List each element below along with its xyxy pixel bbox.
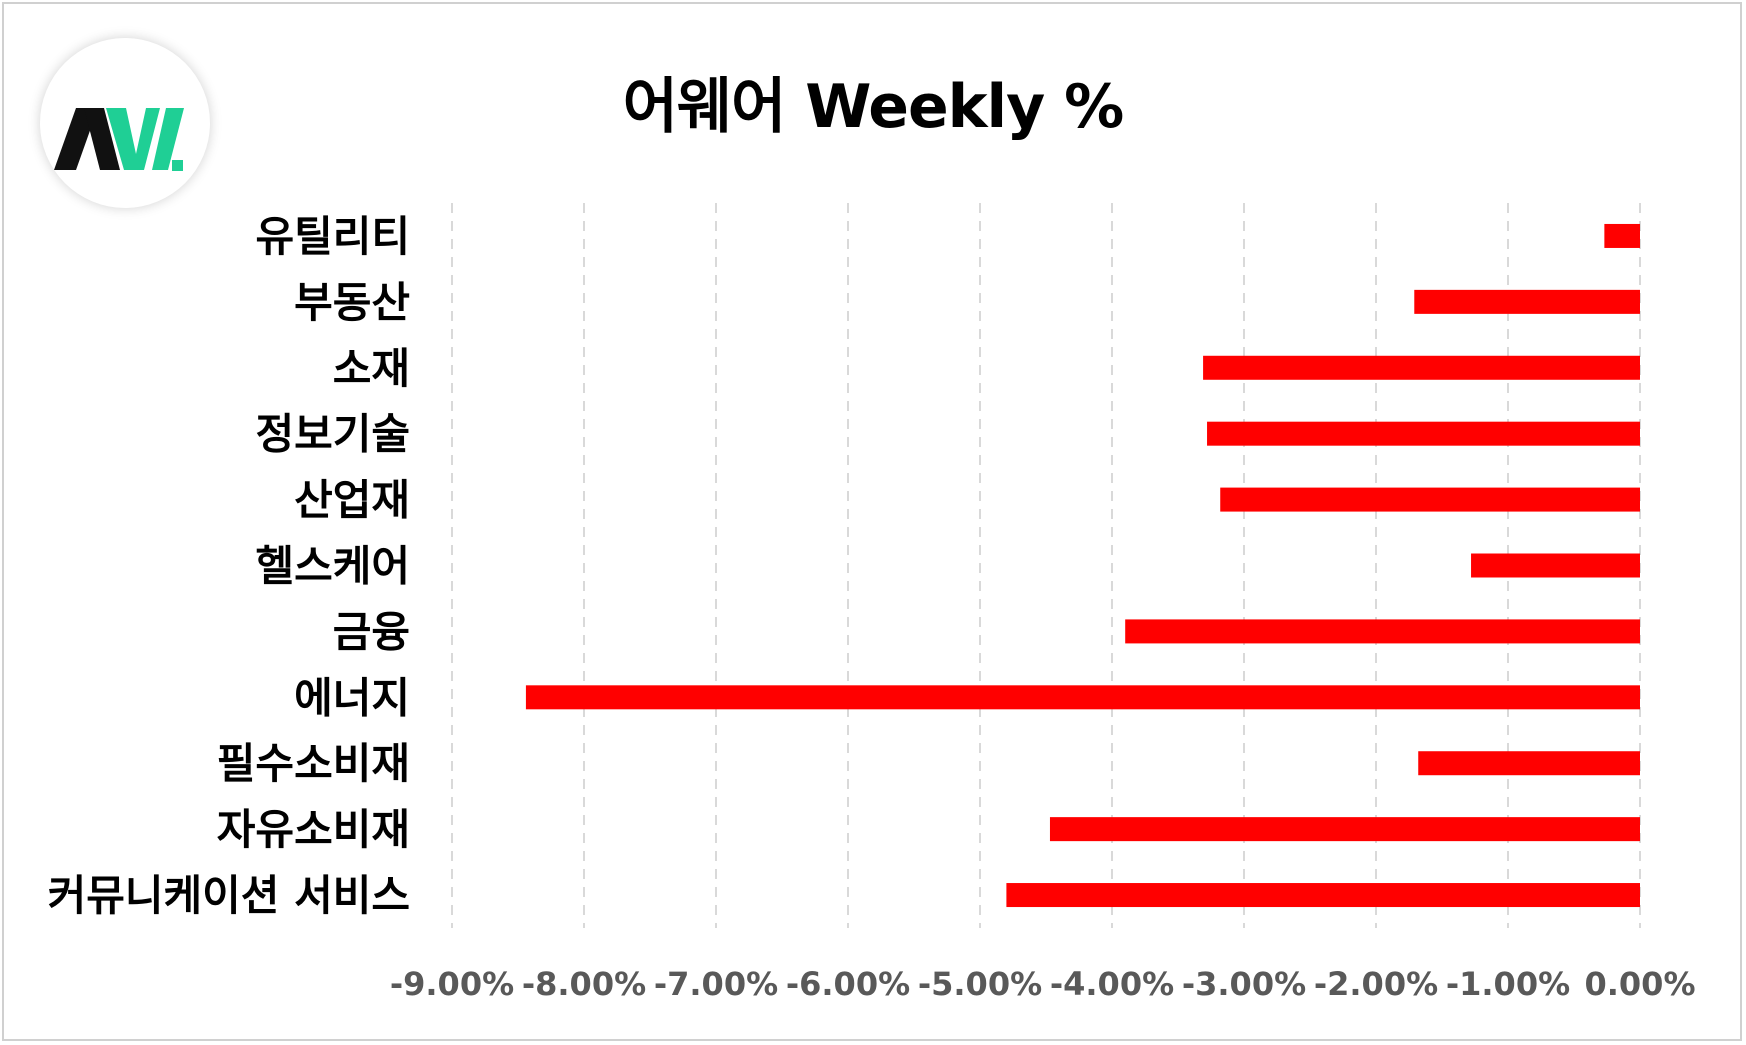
x-tick-label: -4.00% xyxy=(1050,965,1174,1003)
bar xyxy=(1418,751,1640,776)
category-label: 필수소비재 xyxy=(217,739,410,788)
category-label: 헬스케어 xyxy=(255,542,410,591)
bar xyxy=(1220,487,1640,512)
category-label: 커뮤니케이션 서비스 xyxy=(48,871,410,920)
brand-logo xyxy=(40,38,210,208)
x-tick-labels: -9.00% -8.00% -7.00% -6.00% -5.00% -4.00% -3.0… xyxy=(390,965,1696,1003)
bar xyxy=(1414,289,1640,314)
bar xyxy=(525,685,1641,710)
category-label: 자유소비재 xyxy=(217,805,410,854)
bar xyxy=(1125,619,1640,644)
x-tick-label: -6.00% xyxy=(786,965,910,1003)
x-tick-label: -2.00% xyxy=(1314,965,1438,1003)
logo-w-stroke-1 xyxy=(106,108,160,170)
x-tick-label: -3.00% xyxy=(1182,965,1306,1003)
chart-title: 어웨어 Weekly % xyxy=(622,72,1125,142)
category-label: 정보기술 xyxy=(255,410,410,459)
category-label: 산업재 xyxy=(294,476,410,525)
category-label: 소재 xyxy=(333,344,410,393)
logo-dot xyxy=(172,160,183,171)
category-label: 에너지 xyxy=(294,673,410,722)
x-tick-label: -8.00% xyxy=(522,965,646,1003)
bar xyxy=(1006,883,1640,908)
bar xyxy=(1471,553,1640,578)
bar xyxy=(1203,355,1640,380)
x-tick-label: -7.00% xyxy=(654,965,778,1003)
x-tick-label: -1.00% xyxy=(1446,965,1570,1003)
category-label: 유틸리티 xyxy=(255,212,410,261)
logo-a-stroke-right xyxy=(84,108,120,170)
x-tick-label: -9.00% xyxy=(390,965,514,1003)
bar xyxy=(1207,421,1640,446)
category-label: 금융 xyxy=(333,607,410,656)
category-labels: 유틸리티부동산소재정보기술산업재헬스케어금융에너지필수소비재자유소비재커뮤니케이… xyxy=(48,212,410,920)
bars xyxy=(525,223,1641,908)
x-tick-label: 0.00% xyxy=(1584,965,1695,1003)
logo-mark-icon xyxy=(54,108,184,171)
bar xyxy=(1604,223,1640,248)
logo-w-stroke-2 xyxy=(152,108,184,170)
logo-a-stroke xyxy=(54,108,98,170)
bar xyxy=(1049,817,1640,842)
category-label: 부동산 xyxy=(294,278,410,327)
x-tick-label: -5.00% xyxy=(918,965,1042,1003)
